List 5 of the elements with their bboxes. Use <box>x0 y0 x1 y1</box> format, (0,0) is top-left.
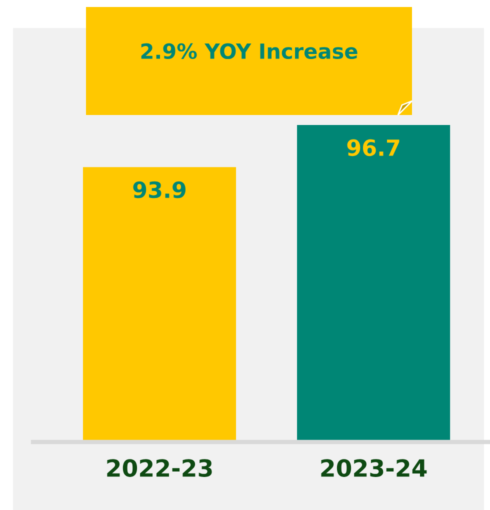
data-label: 93.9 <box>133 181 186 198</box>
data-label: 96.7 <box>347 139 400 156</box>
x-tick-label: 2023-24 <box>321 459 427 477</box>
text: 2.9% YOY Increase <box>141 43 358 60</box>
x-tick-label: 2022-23 <box>107 459 212 477</box>
